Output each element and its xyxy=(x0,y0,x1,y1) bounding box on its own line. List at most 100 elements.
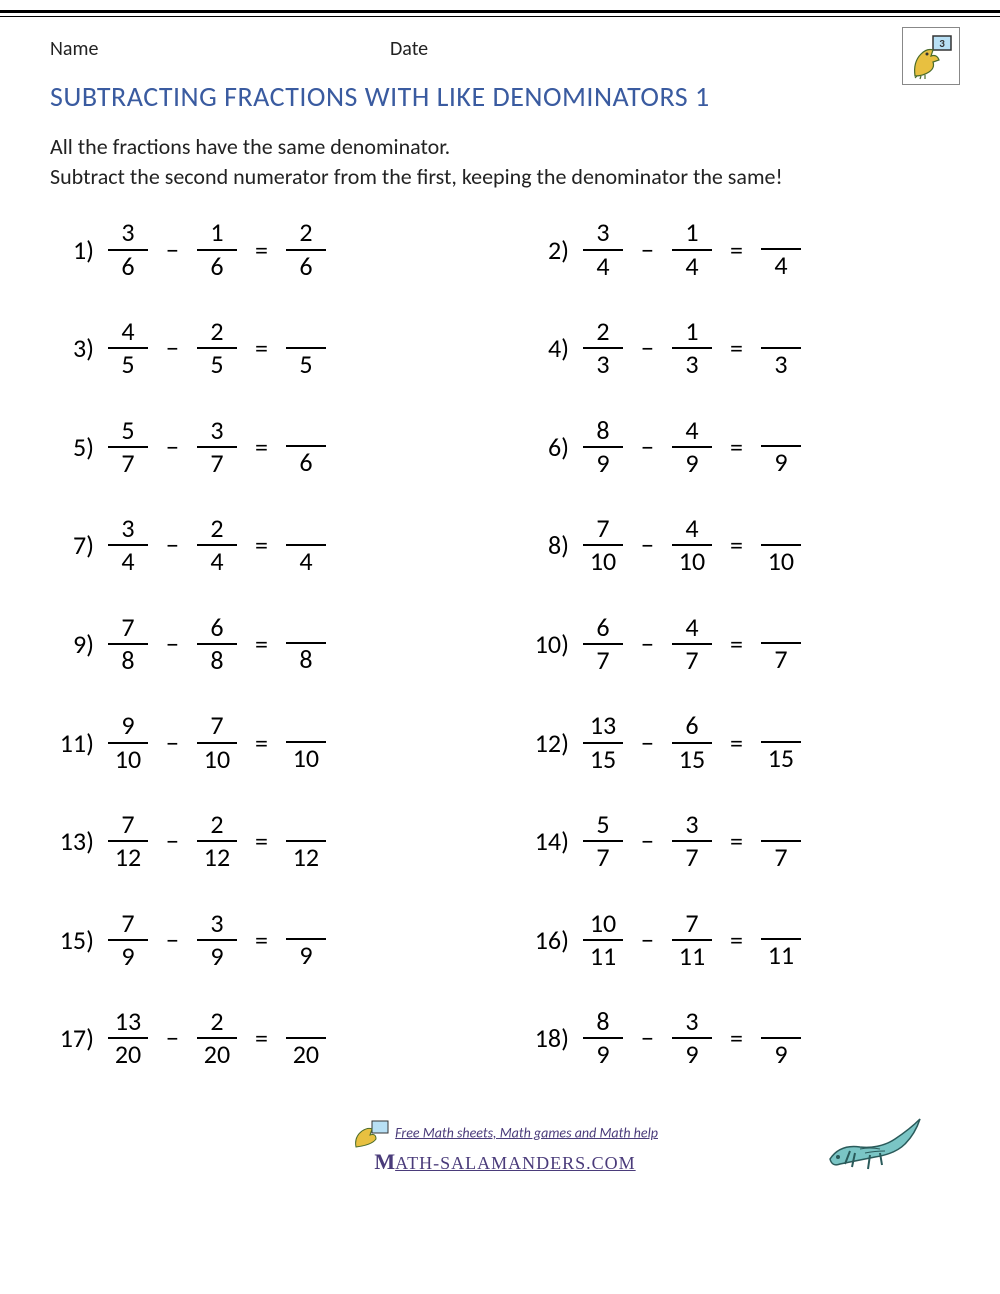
answer-fraction[interactable]: 11 xyxy=(761,910,801,969)
answer-fraction[interactable]: 3 xyxy=(761,319,801,378)
fraction: 615 xyxy=(672,712,712,773)
answer-fraction[interactable]: 12 xyxy=(286,812,326,871)
answer-fraction[interactable]: 10 xyxy=(286,713,326,772)
numerator: 3 xyxy=(679,1008,704,1037)
name-label: Name xyxy=(50,37,390,61)
denominator: 12 xyxy=(287,842,325,871)
problem-number: 5) xyxy=(50,431,94,463)
numerator xyxy=(300,713,312,741)
footer-tagline: Free Math sheets, Math games and Math he… xyxy=(395,1124,658,1141)
numerator: 4 xyxy=(115,318,140,347)
equals-operator: = xyxy=(726,529,747,561)
numerator: 3 xyxy=(115,515,140,544)
numerator xyxy=(775,910,787,938)
numerator xyxy=(300,812,312,840)
denominator: 7 xyxy=(204,448,229,477)
header-row: Name Date xyxy=(50,37,960,61)
numerator: 8 xyxy=(590,1008,615,1037)
answer-fraction[interactable]: 9 xyxy=(761,1009,801,1068)
equals-operator: = xyxy=(726,825,747,857)
numerator xyxy=(775,614,787,642)
denominator: 7 xyxy=(768,842,793,871)
answer-fraction[interactable]: 10 xyxy=(761,516,801,575)
date-label: Date xyxy=(390,37,428,61)
equals-operator: = xyxy=(251,529,272,561)
answer-fraction[interactable]: 7 xyxy=(761,614,801,673)
denominator: 10 xyxy=(584,546,622,575)
equals-operator: = xyxy=(726,924,747,956)
problem-row: 16)1011−711=11 xyxy=(525,910,960,971)
fraction: 710 xyxy=(583,515,623,576)
equals-operator: = xyxy=(251,234,272,266)
minus-operator: − xyxy=(637,825,658,857)
answer-fraction[interactable]: 9 xyxy=(761,417,801,476)
fraction: 410 xyxy=(672,515,712,576)
numerator: 8 xyxy=(590,417,615,446)
equals-operator: = xyxy=(726,431,747,463)
fraction: 68 xyxy=(197,614,237,675)
problem-number: 1) xyxy=(50,234,94,266)
denominator: 5 xyxy=(115,349,140,378)
answer-fraction[interactable]: 8 xyxy=(286,614,326,673)
denominator: 9 xyxy=(768,1039,793,1068)
problem-number: 14) xyxy=(525,825,569,857)
denominator: 7 xyxy=(590,842,615,871)
problem-row: 10)67−47=7 xyxy=(525,614,960,675)
equals-operator: = xyxy=(251,727,272,759)
answer-fraction[interactable]: 4 xyxy=(286,516,326,575)
denominator: 4 xyxy=(293,546,318,575)
problem-row: 8)710−410=10 xyxy=(525,515,960,576)
numerator: 1 xyxy=(679,219,704,248)
denominator: 9 xyxy=(768,447,793,476)
denominator: 7 xyxy=(768,644,793,673)
fraction: 1320 xyxy=(108,1008,148,1069)
problem-number: 10) xyxy=(525,628,569,660)
problem-row: 9)78−68=8 xyxy=(50,614,485,675)
numerator: 2 xyxy=(204,1008,229,1037)
minus-operator: − xyxy=(637,332,658,364)
problem-number: 2) xyxy=(525,234,569,266)
denominator: 10 xyxy=(198,744,236,773)
answer-fraction[interactable]: 6 xyxy=(286,417,326,476)
minus-operator: − xyxy=(637,924,658,956)
problem-number: 17) xyxy=(50,1022,94,1054)
minus-operator: − xyxy=(162,727,183,759)
numerator xyxy=(775,220,787,248)
numerator: 3 xyxy=(590,219,615,248)
problem-number: 7) xyxy=(50,529,94,561)
equals-operator: = xyxy=(251,431,272,463)
equals-operator: = xyxy=(251,924,272,956)
footer: Free Math sheets, Math games and Math he… xyxy=(50,1119,960,1199)
fraction: 37 xyxy=(197,417,237,478)
denominator: 15 xyxy=(762,743,800,772)
denominator: 7 xyxy=(590,645,615,674)
fraction: 23 xyxy=(583,318,623,379)
fraction: 26 xyxy=(286,219,326,280)
fraction: 710 xyxy=(197,712,237,773)
answer-fraction[interactable]: 9 xyxy=(286,910,326,969)
footer-site: ATH-SALAMANDERS.COM xyxy=(395,1153,636,1173)
answer-fraction[interactable]: 20 xyxy=(286,1009,326,1068)
problem-row: 5)57−37=6 xyxy=(50,417,485,478)
numerator: 1 xyxy=(204,219,229,248)
problem-row: 4)23−13=3 xyxy=(525,318,960,379)
denominator: 3 xyxy=(768,349,793,378)
numerator: 7 xyxy=(679,910,704,939)
numerator xyxy=(300,319,312,347)
fraction: 1315 xyxy=(583,712,623,773)
numerator: 3 xyxy=(679,811,704,840)
fraction: 24 xyxy=(197,515,237,576)
answer-fraction[interactable]: 15 xyxy=(761,713,801,772)
problem-row: 17)1320−220=20 xyxy=(50,1008,485,1069)
denominator: 4 xyxy=(115,546,140,575)
denominator: 15 xyxy=(673,744,711,773)
answer-fraction[interactable]: 5 xyxy=(286,319,326,378)
numerator xyxy=(300,1009,312,1037)
fraction: 25 xyxy=(197,318,237,379)
denominator: 8 xyxy=(115,645,140,674)
answer-fraction[interactable]: 4 xyxy=(761,220,801,279)
problem-number: 3) xyxy=(50,332,94,364)
answer-fraction[interactable]: 7 xyxy=(761,812,801,871)
numerator: 6 xyxy=(204,614,229,643)
numerator: 2 xyxy=(204,515,229,544)
